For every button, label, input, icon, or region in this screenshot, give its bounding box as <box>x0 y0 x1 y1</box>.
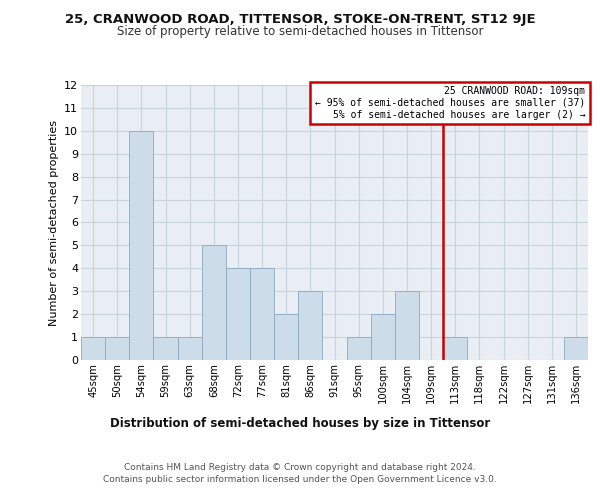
Text: 25 CRANWOOD ROAD: 109sqm
← 95% of semi-detached houses are smaller (37)
5% of se: 25 CRANWOOD ROAD: 109sqm ← 95% of semi-d… <box>315 86 586 120</box>
Text: Contains HM Land Registry data © Crown copyright and database right 2024.
Contai: Contains HM Land Registry data © Crown c… <box>103 462 497 484</box>
Bar <box>202 246 226 360</box>
Bar <box>443 337 467 360</box>
Bar <box>347 337 371 360</box>
Text: 25, CRANWOOD ROAD, TITTENSOR, STOKE-ON-TRENT, ST12 9JE: 25, CRANWOOD ROAD, TITTENSOR, STOKE-ON-T… <box>65 12 535 26</box>
Bar <box>371 314 395 360</box>
Bar <box>274 314 298 360</box>
Bar <box>178 337 202 360</box>
Bar <box>298 291 322 360</box>
Bar <box>154 337 178 360</box>
Bar <box>564 337 588 360</box>
Bar <box>250 268 274 360</box>
Bar <box>105 337 129 360</box>
Text: Size of property relative to semi-detached houses in Tittensor: Size of property relative to semi-detach… <box>117 25 483 38</box>
Bar <box>395 291 419 360</box>
Bar <box>81 337 105 360</box>
Text: Distribution of semi-detached houses by size in Tittensor: Distribution of semi-detached houses by … <box>110 418 490 430</box>
Bar <box>226 268 250 360</box>
Bar <box>129 131 154 360</box>
Y-axis label: Number of semi-detached properties: Number of semi-detached properties <box>49 120 59 326</box>
